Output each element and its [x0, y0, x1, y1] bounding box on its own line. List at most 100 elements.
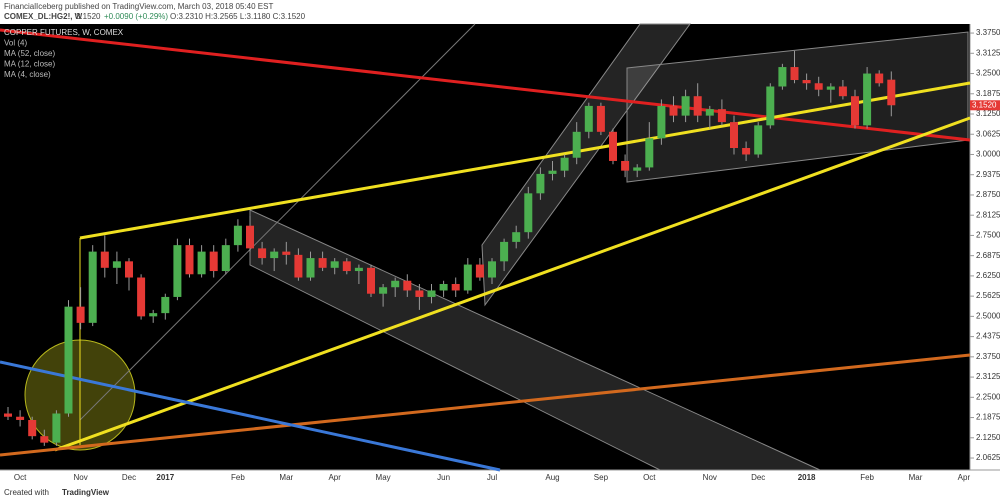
candle-body	[318, 258, 327, 268]
trend-line	[79, 81, 971, 240]
candle-body	[40, 436, 49, 443]
candle-body	[4, 413, 12, 417]
candle-body	[875, 73, 884, 84]
candle-body	[851, 96, 859, 126]
x-tick-label: 2018	[798, 473, 816, 482]
candle-body	[645, 138, 654, 168]
x-tick-label: Dec	[751, 473, 765, 482]
candle-body	[705, 109, 714, 116]
candle-body	[536, 173, 545, 194]
candle-body	[197, 251, 206, 275]
trend-line	[79, 23, 476, 421]
candle-body	[52, 413, 61, 443]
x-tick-label: Jul	[487, 473, 497, 482]
trend-line	[0, 353, 971, 457]
candle-body	[681, 96, 690, 116]
candle-body	[657, 105, 666, 139]
x-tick-label: Mar	[279, 473, 293, 482]
candle-body	[342, 261, 351, 272]
candle-body	[379, 287, 388, 294]
y-tick-label: 2.8125	[976, 210, 1000, 219]
x-tick-label: Feb	[231, 473, 245, 482]
candle-body	[282, 251, 291, 255]
y-tick-label: 3.3125	[976, 48, 1000, 57]
trend-line	[0, 28, 971, 142]
x-tick-label: Oct	[643, 473, 656, 482]
candle-body	[209, 251, 218, 272]
candle-body	[439, 283, 448, 291]
ohlc: O:3.2310 H:3.2565 L:3.1180 C:3.1520	[170, 12, 306, 21]
candle-body	[233, 225, 242, 246]
candle-body	[173, 245, 182, 297]
candle-body	[500, 241, 509, 262]
footer-created: Created with	[4, 488, 49, 497]
drawings	[0, 23, 971, 472]
trend-line	[0, 360, 501, 472]
candle-body	[415, 290, 424, 297]
x-tick-label: Apr	[328, 473, 341, 482]
x-tick-label: Mar	[909, 473, 923, 482]
y-tick-label: 2.1875	[976, 413, 1000, 422]
legend-entry: MA (52, close)	[4, 49, 55, 58]
candle-body	[112, 261, 121, 268]
y-tick-label: 3.1875	[976, 89, 1000, 98]
candle-body	[512, 232, 521, 242]
candle-body	[693, 96, 702, 116]
x-tick-label: May	[376, 473, 391, 482]
candle-body	[584, 105, 593, 132]
y-tick-label: 2.7500	[976, 231, 1000, 240]
x-tick-label: Nov	[703, 473, 717, 482]
candle-body	[185, 245, 194, 275]
candle-body	[306, 258, 315, 278]
candle-body	[887, 79, 896, 106]
legend-entry: Vol (4)	[4, 39, 27, 48]
y-tick-label: 2.0625	[976, 453, 1000, 462]
y-tick-label: 2.5625	[976, 291, 1000, 300]
y-tick-label: 2.5000	[976, 311, 1000, 320]
candle-body	[354, 267, 363, 272]
candle-body	[16, 416, 25, 420]
candle-body	[742, 148, 751, 155]
change: +0.0090 (+0.29%)	[104, 12, 168, 21]
y-tick-label: 3.0625	[976, 129, 1000, 138]
candle-body	[88, 251, 97, 323]
x-tick-label: Jun	[437, 473, 450, 482]
candle-body	[427, 290, 436, 297]
legend: COPPER FUTURES, W, COMEX Vol (4)MA (52, c…	[4, 28, 124, 79]
x-tick-label: 2017	[156, 473, 174, 482]
candle-body	[161, 296, 170, 314]
candle-body	[790, 67, 799, 81]
candle-body	[826, 86, 835, 90]
candle-body	[100, 251, 109, 268]
candle-body	[221, 245, 230, 272]
x-tick-label: Oct	[14, 473, 27, 482]
candle-body	[391, 280, 400, 288]
candle-body	[475, 264, 484, 278]
candle-body	[669, 105, 678, 116]
y-tick-label: 2.4375	[976, 332, 1000, 341]
y-tick-label: 2.9375	[976, 170, 1000, 179]
candle-body	[524, 193, 533, 233]
legend-entry: MA (12, close)	[4, 60, 55, 69]
candle-body	[294, 254, 303, 278]
y-tick-label: 2.3750	[976, 352, 1000, 361]
candle-body	[548, 170, 557, 174]
y-tick-label: 3.2500	[976, 69, 1000, 78]
candle-body	[367, 267, 375, 294]
candle-body	[149, 313, 158, 317]
candle-body	[802, 80, 811, 84]
candle-body	[754, 125, 763, 155]
candle-body	[717, 109, 726, 123]
candle-body	[246, 225, 254, 249]
candle-body	[64, 306, 73, 414]
candle-body	[330, 261, 339, 268]
candle-body	[838, 86, 847, 97]
last-price-box	[970, 100, 1000, 111]
candle-body	[596, 105, 605, 132]
candle-body	[76, 306, 85, 323]
candle-body	[403, 280, 412, 291]
candle-body	[258, 248, 267, 259]
candle-body	[766, 86, 775, 126]
y-tick-label: 2.8750	[976, 190, 1000, 199]
candle-body	[572, 131, 581, 158]
